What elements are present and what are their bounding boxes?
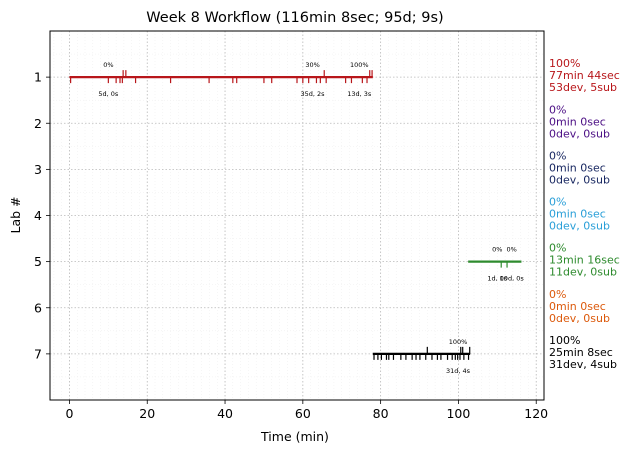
lab-7-summary-line: 25min 8sec — [549, 346, 613, 359]
lab-1-track: 0% 5d, 0s 30% 35d, 2s 100% 13d, 3s — [69, 61, 373, 98]
lab-3-summary-line: 0min 0sec — [549, 161, 606, 174]
lab-6-summary-line: 0dev, 0sub — [549, 312, 610, 325]
grid — [50, 31, 545, 400]
lab-3-summary-line: 0dev, 0sub — [549, 173, 610, 186]
x-tick-label: 0 — [65, 406, 73, 421]
lab-5-track: 0% 1d, 0s 0% 10d, 0s — [468, 246, 524, 283]
lab-1-summary-line: 77min 44sec — [549, 69, 620, 82]
x-tick-label: 60 — [295, 406, 311, 421]
count-annotation: 31d, 4s — [446, 367, 471, 375]
y-axis-label: Lab # — [8, 196, 23, 233]
count-annotation: 5d, 0s — [98, 90, 119, 98]
y-tick-label: 7 — [34, 346, 42, 361]
y-tick-label: 4 — [34, 208, 42, 223]
lab-1-summary-line: 53dev, 5sub — [549, 81, 617, 94]
plot-frame — [49, 30, 545, 401]
lab-4-summary-line: 0% — [549, 196, 566, 209]
lab-1-summary-line: 100% — [549, 57, 580, 70]
percent-annotation: 100% — [350, 61, 369, 69]
count-annotation: 1d, 0s — [487, 275, 508, 283]
lab-5-summary-line: 13min 16sec — [549, 254, 620, 267]
lab-2-summary-line: 0dev, 0sub — [549, 127, 610, 140]
y-tick-label: 1 — [34, 70, 42, 85]
y-tick-label: 2 — [34, 116, 42, 131]
count-annotation: 35d, 2s — [301, 90, 326, 98]
chart-marks: 0% 5d, 0s 30% 35d, 2s 100% 13d, 3s 0% 1d, 0s 0% 1… — [69, 61, 524, 375]
lab-4-summary-line: 0dev, 0sub — [549, 220, 610, 233]
count-annotation: 13d, 3s — [347, 90, 372, 98]
lab-2-summary-line: 0% — [549, 103, 566, 116]
x-axis-label: Time (min) — [260, 429, 329, 444]
x-tick-label: 40 — [217, 406, 233, 421]
x-tick-label: 120 — [524, 406, 548, 421]
x-tick-label: 100 — [446, 406, 470, 421]
y-tick-label: 5 — [34, 254, 42, 269]
lab-5-summary-line: 11dev, 0sub — [549, 266, 617, 279]
lab-4-summary-line: 0min 0sec — [549, 208, 606, 221]
lab-7-summary-line: 100% — [549, 334, 580, 347]
y-tick-label: 3 — [34, 162, 42, 177]
x-tick-label: 80 — [373, 406, 389, 421]
x-tick-label: 20 — [139, 406, 155, 421]
percent-annotation: 0% — [103, 61, 113, 69]
lab-6-summary-line: 0% — [549, 288, 566, 301]
lab-2-summary-line: 0min 0sec — [549, 115, 606, 128]
y-tick-label: 6 — [34, 300, 42, 315]
percent-annotation: 100% — [449, 338, 468, 346]
percent-annotation: 0% — [507, 246, 517, 254]
lab-3-summary-line: 0% — [549, 149, 566, 162]
lab-5-summary-line: 0% — [549, 242, 566, 255]
axis-ticks: 0 20 40 60 80 100 120 1 2 3 4 5 6 7 — [34, 70, 548, 421]
percent-annotation: 0% — [492, 246, 502, 254]
lab-6-summary-line: 0min 0sec — [549, 300, 606, 313]
percent-annotation: 30% — [305, 61, 319, 69]
chart-title: Week 8 Workflow (116min 8sec; 95d; 9s) — [146, 10, 443, 26]
lab-7-track: 100% 31d, 4s — [372, 338, 471, 375]
lab-7-summary-line: 31dev, 4sub — [549, 358, 617, 371]
count-annotation: 10d, 0s — [500, 275, 525, 283]
